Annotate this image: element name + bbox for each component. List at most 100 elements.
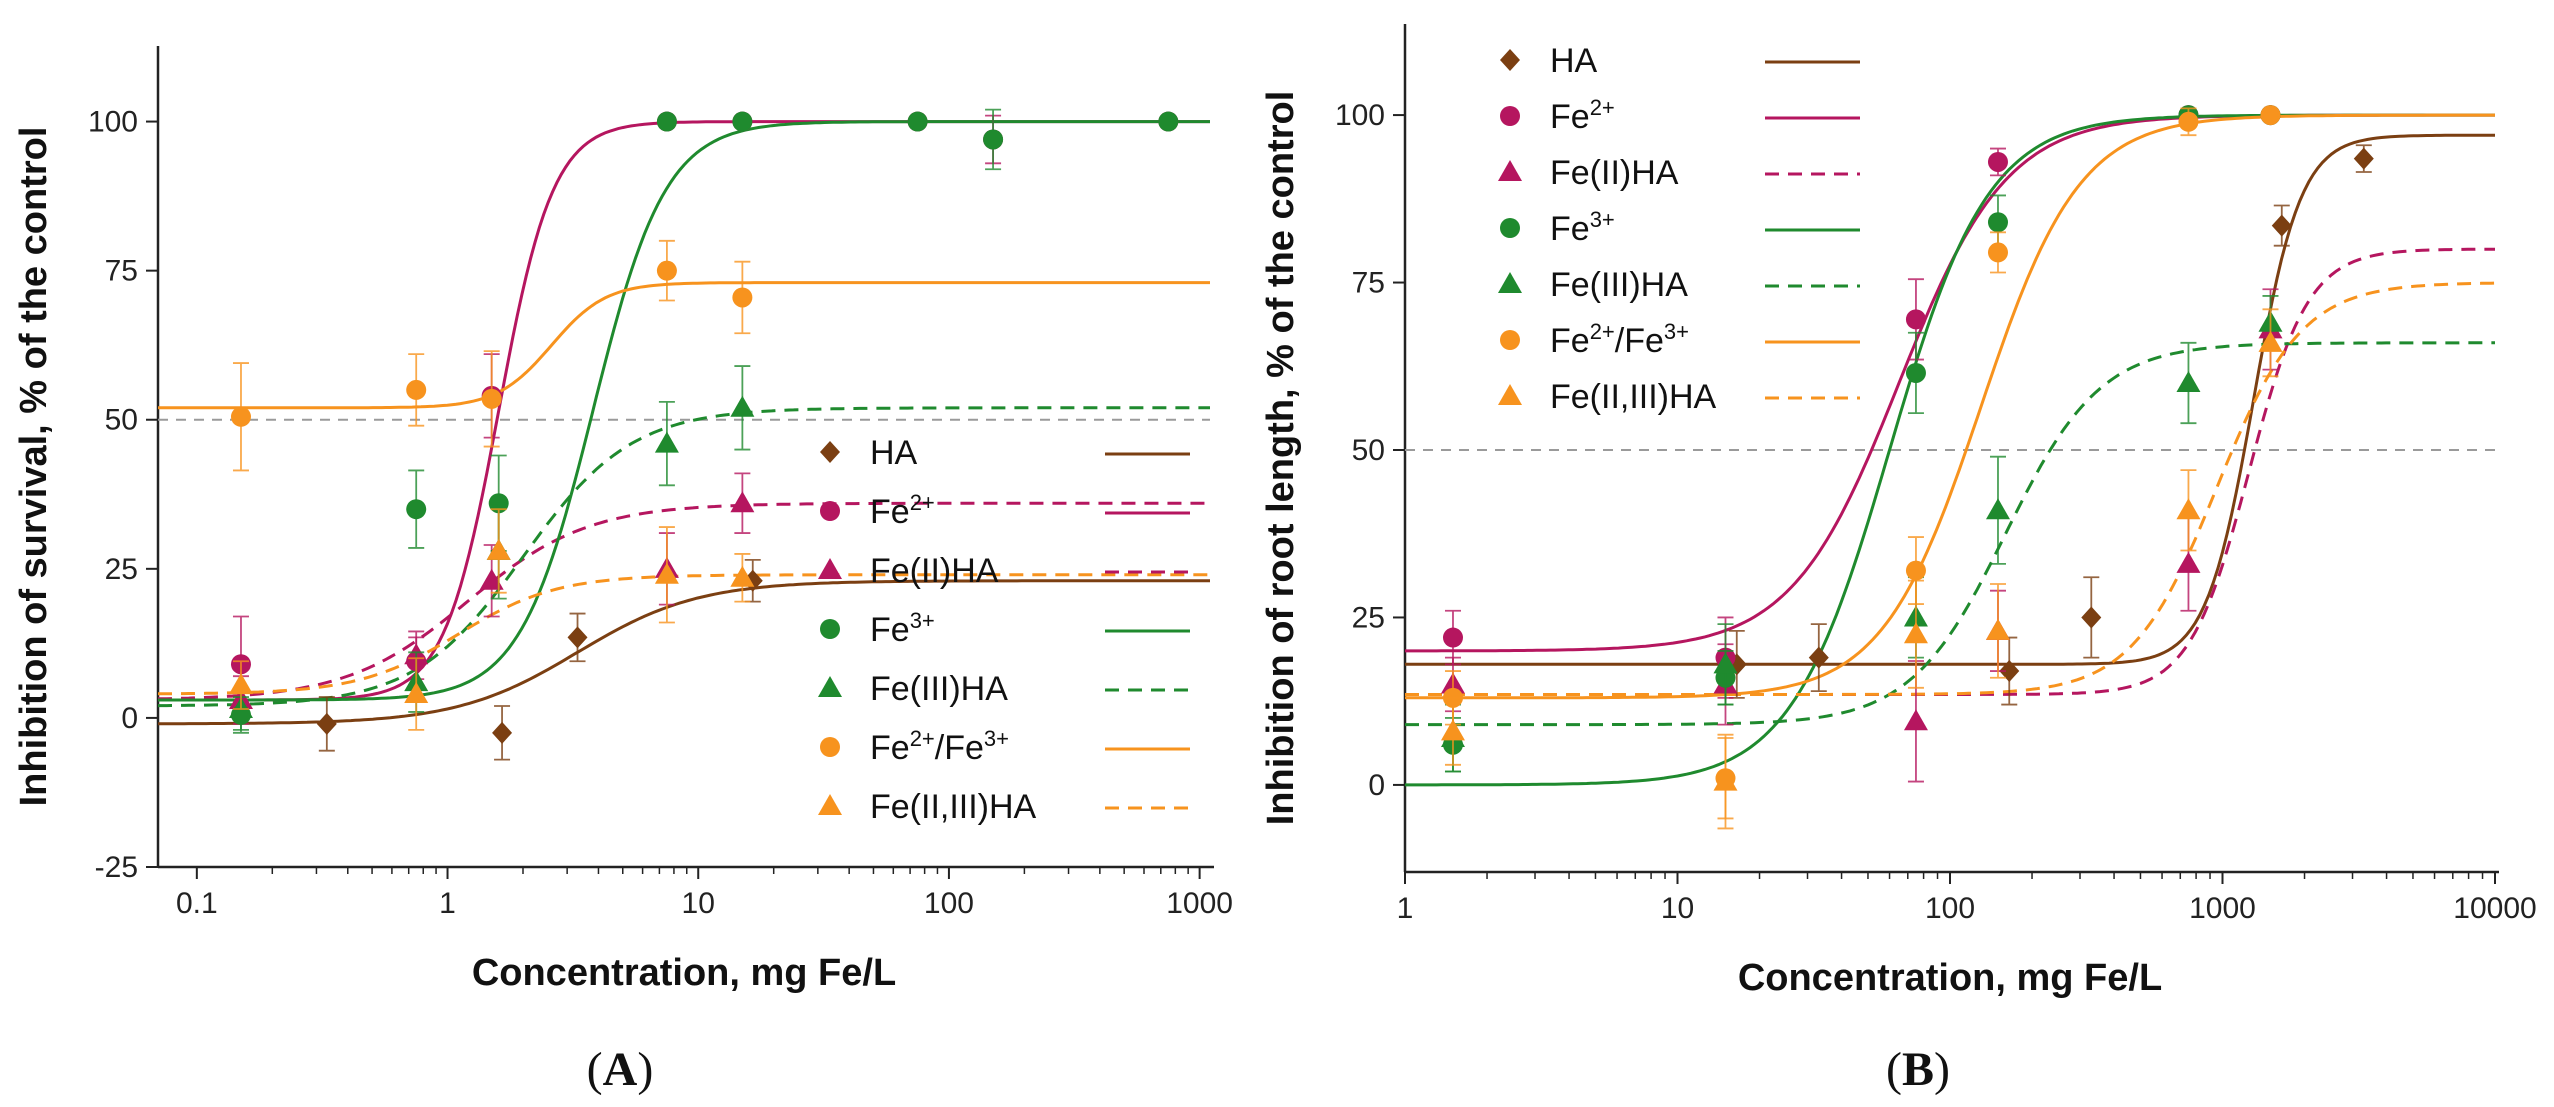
x-tick-label: 0.1: [176, 887, 218, 920]
fit-curve-fe2ha-a: [158, 501, 1210, 701]
data-point-ha: [1808, 646, 1829, 669]
data-point-fe3: [1905, 362, 1926, 383]
data-point-fe23: [2260, 105, 2281, 126]
data-point-fe3ha: [1713, 652, 1738, 674]
legend-label-fe2ha: Fe(II)HA: [1550, 154, 1679, 192]
data-point-fe23: [1905, 560, 1926, 581]
data-point-fe23: [230, 406, 251, 427]
y-tick-label: -25: [95, 851, 138, 884]
data-point-ha: [316, 712, 337, 735]
y-tick-label: 100: [1335, 99, 1385, 132]
y-tick-label: 0: [1368, 769, 1385, 802]
chart-a: 0.1 1 10 100 1000 -25 0 25 50 75 100 Concentration,…: [13, 46, 1233, 994]
data-point-fe3ha: [1985, 498, 2010, 520]
data-point-fe23ha: [654, 562, 679, 584]
data-point-fe3: [732, 111, 753, 132]
data-point-fe3ha: [654, 431, 679, 453]
legend-label-fe23ha: Fe(II,III)HA: [870, 788, 1037, 826]
legend-label-fe3: Fe3+: [870, 608, 935, 649]
data-point-fe23: [2178, 111, 2199, 132]
data-point-fe2ha: [2176, 551, 2201, 573]
x-axis-label-a: Concentration, mg Fe/L: [472, 952, 896, 994]
panel-label-b: (B): [1886, 1043, 1950, 1096]
legend-marker-fe23: [820, 737, 840, 757]
y-tick-label: 50: [105, 404, 138, 437]
y-tick-label: 100: [88, 106, 138, 139]
data-point-fe3ha: [2176, 371, 2201, 393]
legend-marker-fe2: [820, 501, 840, 521]
legend-label-fe2ha: Fe(II)HA: [870, 552, 999, 590]
y-tick-label: 75: [1352, 267, 1385, 300]
data-point-ha: [2353, 147, 2374, 170]
data-point-fe2ha: [479, 568, 504, 590]
x-tick-label: 10: [682, 887, 715, 920]
legend-marker-fe3ha: [818, 676, 842, 697]
x-tick-label: 10000: [2453, 892, 2536, 925]
legend-a: HA Fe2+ Fe(II)HA Fe3+ Fe(III)HA Fe2+/Fe3+ Fe(I…: [818, 434, 1190, 826]
y-tick-label: 75: [105, 255, 138, 288]
panel-label-a: (A): [587, 1043, 654, 1096]
data-point-fe2: [1987, 151, 2008, 172]
y-tick-label: 25: [105, 553, 138, 586]
fit-curve-fe2-a: [158, 120, 1210, 702]
data-point-fe3: [656, 111, 677, 132]
y-tick-label: 0: [121, 702, 138, 735]
legend-label-ha: HA: [870, 434, 918, 472]
data-point-fe23ha: [730, 565, 755, 587]
legend-marker-fe2: [1500, 106, 1520, 126]
data-point-fe23ha: [1440, 719, 1465, 741]
data-point-fe23ha: [1903, 622, 1928, 644]
data-point-fe23ha: [1713, 769, 1738, 791]
legend-marker-fe23ha: [1498, 384, 1522, 405]
x-tick-label: 100: [924, 887, 974, 920]
x-tick-label: 10: [1661, 892, 1694, 925]
x-tick-label: 1000: [1166, 887, 1233, 920]
legend-label-fe3: Fe3+: [1550, 207, 1615, 248]
fit-curve-ha-a: [158, 579, 1210, 726]
fit-curve-fe3ha-b: [1405, 341, 2495, 727]
data-point-ha: [1999, 660, 2020, 683]
legend-marker-fe2ha: [1498, 160, 1522, 181]
data-point-fe23ha: [228, 673, 253, 695]
legend-label-fe3ha: Fe(III)HA: [1550, 266, 1688, 304]
legend-label-fe3ha: Fe(III)HA: [870, 670, 1008, 708]
data-point-fe23ha: [404, 682, 429, 704]
fit-curve-fe3-a: [158, 120, 1210, 702]
x-tick-label: 100: [1925, 892, 1975, 925]
fit-curve-fe23-b: [1405, 113, 2495, 700]
x-axis-label-b: Concentration, mg Fe/L: [1738, 957, 2162, 999]
data-point-fe23ha: [2258, 330, 2283, 352]
legend-marker-fe3: [1500, 218, 1520, 238]
data-point-fe23ha: [486, 538, 511, 560]
chart-b: 1 10 100 1000 10000 0 25 50 75 100 Concentration, …: [1260, 24, 2537, 999]
legend-marker-fe3: [820, 619, 840, 639]
data-point-fe3ha: [730, 395, 755, 417]
data-point-fe2ha: [730, 491, 755, 513]
legend-label-ha: HA: [1550, 42, 1598, 80]
legend-marker-ha: [820, 441, 840, 463]
legend-marker-fe2ha: [818, 558, 842, 579]
data-point-fe2ha: [1903, 709, 1928, 731]
fit-curve-ha-b: [1405, 133, 2495, 666]
data-point-fe23: [656, 260, 677, 281]
legend-marker-fe23: [1500, 330, 1520, 350]
legend-label-fe23: Fe2+/Fe3+: [870, 726, 1009, 767]
data-point-fe23: [481, 388, 502, 409]
y-tick-label: 25: [1352, 601, 1385, 634]
data-point-ha: [492, 721, 513, 744]
fit-curve-fe2ha-b: [1405, 247, 2495, 696]
legend-b: HA Fe2+ Fe(II)HA Fe3+ Fe(III)HA Fe2+/Fe3+ Fe(I…: [1498, 42, 1860, 416]
legend-label-fe23ha: Fe(II,III)HA: [1550, 378, 1717, 416]
data-point-fe23ha: [1985, 618, 2010, 640]
data-point-ha: [567, 626, 588, 649]
data-point-fe3: [983, 129, 1004, 150]
data-point-fe23: [732, 287, 753, 308]
legend-label-fe23: Fe2+/Fe3+: [1550, 319, 1689, 360]
data-point-fe23ha: [2176, 498, 2201, 520]
fit-curve-fe23ha-a: [158, 573, 1210, 696]
data-point-fe23: [1987, 242, 2008, 263]
data-point-fe2: [1442, 627, 1463, 648]
legend-label-fe2: Fe2+: [1550, 95, 1615, 136]
data-point-fe23: [406, 379, 427, 400]
data-point-fe3: [1158, 111, 1179, 132]
